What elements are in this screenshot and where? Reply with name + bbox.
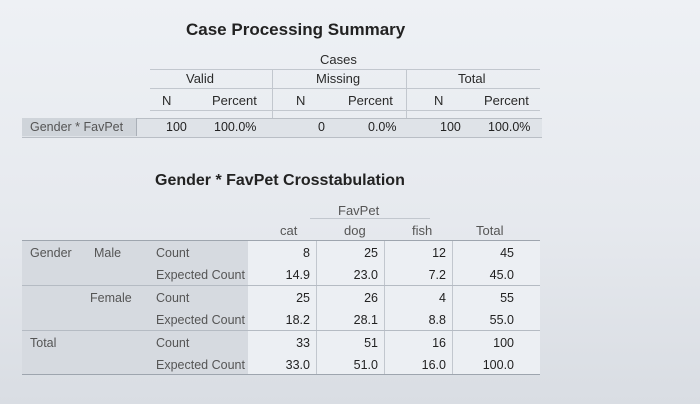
table-cell: 51 (364, 336, 378, 350)
table-cell: 16.0 (421, 358, 446, 372)
total-group-label: Total (30, 336, 57, 350)
favpet-header: FavPet (338, 203, 380, 218)
table-cell: 28.1 (353, 313, 378, 327)
stat-label: Expected Count (156, 313, 245, 327)
stat-label: Count (156, 246, 190, 260)
missing-n-value: 0 (318, 120, 325, 134)
total-n-header: N (434, 93, 444, 108)
total-percent-value: 100.0% (488, 120, 531, 134)
table-cell: 14.9 (285, 268, 310, 282)
table-cell: 25 (364, 246, 378, 260)
gender-group-label: Gender (30, 246, 72, 260)
missing-percent-value: 0.0% (368, 120, 397, 134)
table-cell: 18.2 (285, 313, 310, 327)
crosstab-row-label-area (22, 240, 249, 374)
table-cell: 8.8 (428, 313, 446, 327)
table-cell: 33.0 (285, 358, 310, 372)
table-cell: 25 (296, 291, 310, 305)
table-cell: 55.0 (489, 313, 514, 327)
stat-label: Expected Count (156, 268, 245, 282)
female-category-label: Female (90, 291, 132, 305)
missing-percent-header: Percent (348, 93, 393, 108)
table-cell: 8 (303, 246, 310, 260)
table-cell: 7.2 (428, 268, 446, 282)
stat-label: Expected Count (156, 358, 245, 372)
table-cell: 16 (432, 336, 446, 350)
col-fish-header: fish (412, 223, 433, 238)
total-n-value: 100 (440, 120, 461, 134)
valid-n-header: N (162, 93, 172, 108)
crosstab-data-area (248, 240, 540, 374)
table-cell: 100 (493, 336, 514, 350)
valid-header: Valid (186, 71, 214, 86)
valid-n-value: 100 (166, 120, 187, 134)
missing-n-header: N (296, 93, 306, 108)
male-category-label: Male (94, 246, 122, 260)
crosstabulation-title: Gender * FavPet Crosstabulation (155, 172, 405, 189)
stat-label: Count (156, 336, 190, 350)
cases-header: Cases (320, 52, 357, 67)
table-cell: 4 (439, 291, 446, 305)
summary-row-label-cell (22, 118, 137, 136)
col-total-header: Total (476, 223, 504, 238)
total-percent-header: Percent (484, 93, 529, 108)
table-cell: 55 (500, 291, 514, 305)
col-cat-header: cat (280, 223, 298, 238)
table-cell: 45.0 (489, 268, 514, 282)
missing-header: Missing (316, 71, 361, 86)
valid-percent-header: Percent (212, 93, 257, 108)
case-processing-summary-title: Case Processing Summary (186, 20, 406, 39)
table-cell: 51.0 (353, 358, 378, 372)
table-cell: 45 (500, 246, 514, 260)
table-cell: 26 (364, 291, 378, 305)
summary-data-row (22, 118, 542, 138)
total-header: Total (458, 71, 486, 86)
stat-label: Count (156, 291, 190, 305)
table-cell: 33 (296, 336, 310, 350)
table-cell: 100.0 (482, 358, 514, 372)
table-cell: 23.0 (353, 268, 378, 282)
table-cell: 12 (432, 246, 446, 260)
summary-row-label: Gender * FavPet (30, 120, 124, 134)
valid-percent-value: 100.0% (214, 120, 257, 134)
col-dog-header: dog (344, 223, 366, 238)
